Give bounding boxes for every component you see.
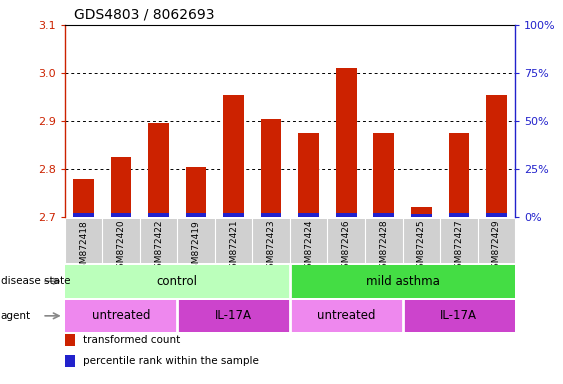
Text: GSM872429: GSM872429 — [492, 220, 501, 275]
Bar — [411, 207, 432, 217]
Text: transformed count: transformed count — [83, 335, 181, 345]
Bar — [102, 219, 140, 263]
Bar — [177, 219, 215, 263]
Bar — [111, 213, 131, 217]
Bar — [261, 119, 282, 217]
Text: agent: agent — [1, 311, 31, 321]
Bar — [65, 265, 290, 298]
Bar — [177, 300, 290, 332]
Text: GSM872424: GSM872424 — [304, 220, 313, 274]
Text: GSM872428: GSM872428 — [379, 220, 388, 275]
Bar — [449, 213, 469, 217]
Bar — [224, 213, 244, 217]
Bar — [290, 265, 515, 298]
Bar — [65, 300, 177, 332]
Bar — [365, 219, 403, 263]
Text: GSM872418: GSM872418 — [79, 220, 88, 275]
Bar — [328, 219, 365, 263]
Text: untreated: untreated — [317, 310, 376, 322]
Bar — [403, 219, 440, 263]
Text: GDS4803 / 8062693: GDS4803 / 8062693 — [74, 7, 215, 21]
Bar — [148, 213, 169, 217]
Bar — [477, 219, 515, 263]
Text: GSM872426: GSM872426 — [342, 220, 351, 275]
Text: mild asthma: mild asthma — [365, 275, 440, 288]
Text: untreated: untreated — [92, 310, 150, 322]
Text: GSM872427: GSM872427 — [454, 220, 463, 275]
Text: percentile rank within the sample: percentile rank within the sample — [83, 356, 259, 366]
Text: GSM872420: GSM872420 — [117, 220, 126, 275]
Bar — [440, 219, 477, 263]
Bar — [373, 133, 394, 217]
Bar — [336, 68, 356, 217]
Bar — [336, 213, 356, 217]
Bar — [411, 214, 432, 217]
Bar — [486, 213, 507, 217]
Bar — [290, 219, 328, 263]
Bar — [65, 219, 102, 263]
Bar — [486, 94, 507, 217]
Text: IL-17A: IL-17A — [440, 310, 477, 322]
Bar — [252, 219, 290, 263]
Bar — [215, 219, 252, 263]
Bar — [373, 213, 394, 217]
Bar — [298, 213, 319, 217]
Bar — [73, 213, 94, 217]
Bar — [111, 157, 131, 217]
Bar — [148, 123, 169, 217]
Text: disease state: disease state — [1, 276, 70, 286]
Text: GSM872419: GSM872419 — [191, 220, 200, 275]
Text: control: control — [157, 275, 198, 288]
Bar — [449, 133, 469, 217]
Bar — [186, 213, 207, 217]
Bar — [290, 300, 403, 332]
Bar — [403, 300, 515, 332]
Bar — [224, 94, 244, 217]
Text: GSM872425: GSM872425 — [417, 220, 426, 275]
Bar — [140, 219, 177, 263]
Text: IL-17A: IL-17A — [215, 310, 252, 322]
Bar — [73, 179, 94, 217]
Text: GSM872422: GSM872422 — [154, 220, 163, 274]
Bar — [186, 167, 207, 217]
Text: GSM872423: GSM872423 — [267, 220, 276, 275]
Text: GSM872421: GSM872421 — [229, 220, 238, 275]
Bar — [298, 133, 319, 217]
Bar — [261, 213, 282, 217]
